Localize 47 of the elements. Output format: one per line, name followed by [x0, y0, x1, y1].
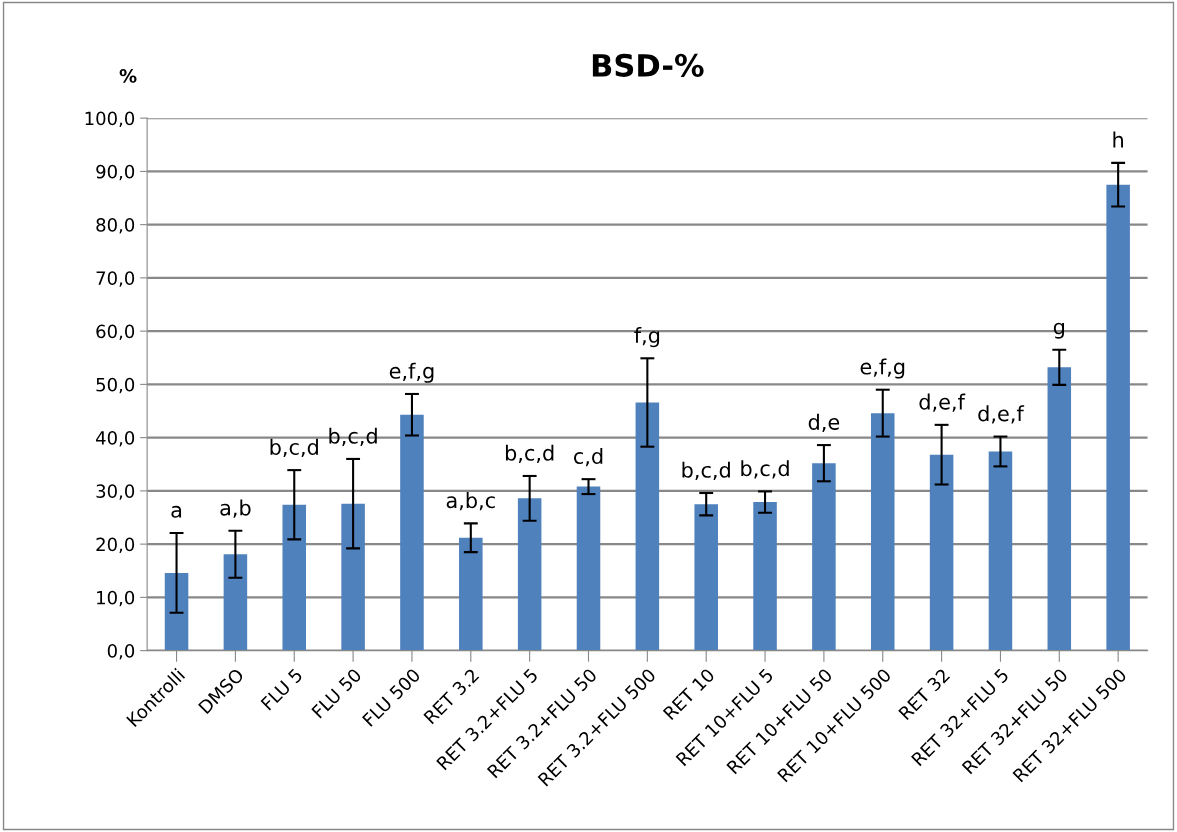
bar — [341, 503, 365, 651]
annotation: b,c,d — [741, 460, 789, 479]
bar — [400, 414, 424, 651]
annotation: d,e,f — [978, 405, 1025, 424]
y-tick-label: 50,0 — [96, 377, 135, 394]
bar — [753, 502, 777, 651]
y-tick-label: 40,0 — [96, 431, 135, 447]
bar — [223, 554, 248, 651]
y-tick-label: 70,0 — [96, 271, 135, 287]
bar — [1106, 184, 1130, 651]
annotation: b,c,d — [329, 427, 377, 446]
annotation: b,c,d — [682, 461, 730, 480]
annotation: a,b,c — [446, 492, 495, 511]
bar — [1047, 367, 1072, 651]
annotation: d,e,f — [919, 393, 966, 412]
bar — [282, 504, 307, 651]
bar — [164, 572, 189, 651]
y-tick-label: 20,0 — [96, 537, 135, 554]
bar — [694, 504, 718, 651]
bar — [812, 463, 836, 651]
annotation: a,b — [220, 499, 251, 518]
annotation: c,d — [574, 447, 603, 467]
annotation: b,c,d — [270, 438, 318, 458]
annotation: g — [1053, 322, 1065, 339]
bar — [929, 454, 954, 651]
annotation: b,c,d — [505, 444, 554, 463]
chart-title: BSD-% — [592, 53, 704, 77]
y-tick-label: 0,0 — [107, 644, 135, 660]
annotation: h — [1113, 131, 1123, 148]
bar — [870, 413, 895, 651]
bar — [576, 486, 601, 651]
y-tick-label: 60,0 — [96, 324, 135, 341]
annotation: a — [171, 505, 182, 518]
y-tick-label: 30,0 — [96, 484, 135, 500]
y-tick-label: 10,0 — [97, 590, 135, 607]
bar — [459, 537, 483, 651]
bar — [988, 451, 1013, 651]
annotation: f,g — [634, 327, 660, 348]
bar — [635, 402, 660, 651]
annotation: e,f,g — [389, 362, 434, 383]
y-tick-label: 100,0 — [85, 111, 135, 128]
annotation: d,e — [808, 413, 840, 433]
annotation: e,f,g — [860, 358, 905, 379]
y-axis-title: % — [119, 69, 137, 83]
bar — [517, 498, 542, 651]
y-tick-label: 90,0 — [96, 164, 135, 181]
y-tick-label: 80,0 — [96, 218, 135, 234]
